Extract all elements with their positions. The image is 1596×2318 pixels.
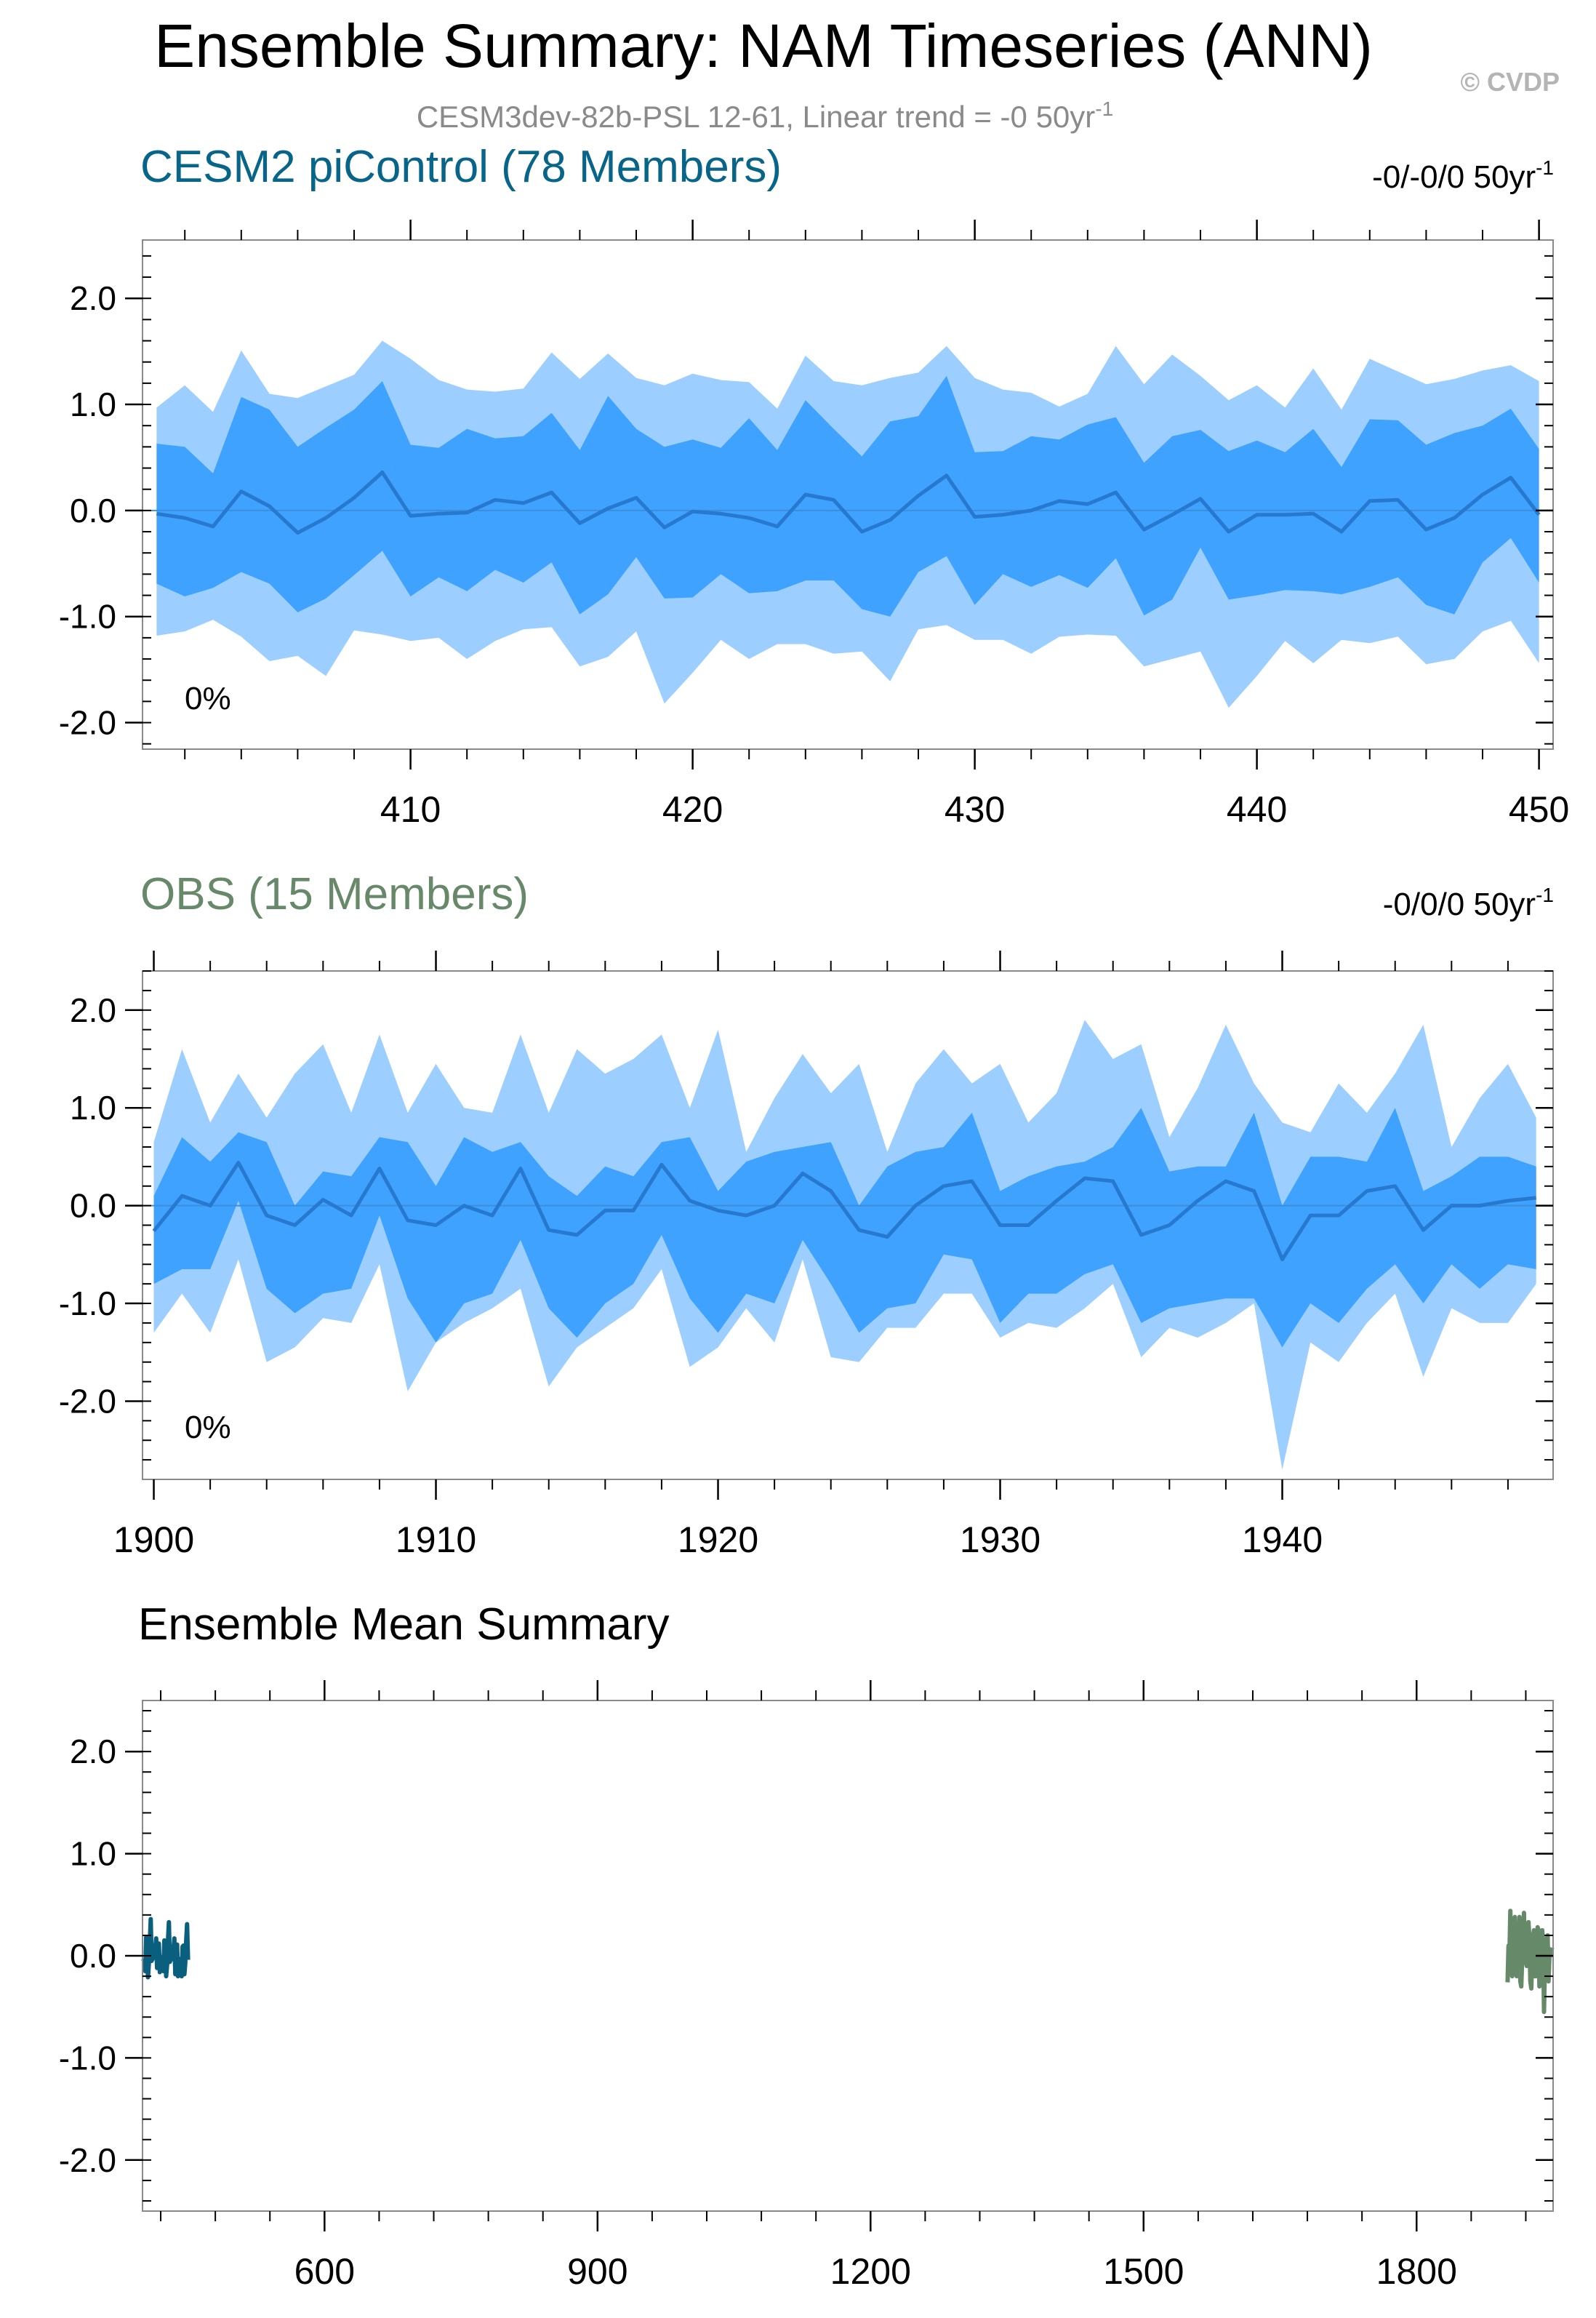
x-tick-label: 440	[1227, 789, 1287, 830]
panel-obs-trend-text: -0/0/0 50yr	[1383, 887, 1536, 922]
figure-title: Ensemble Summary: NAM Timeseries (ANN)	[154, 12, 1373, 80]
x-tick-label: 1200	[830, 2251, 911, 2292]
y-tick-label: 1.0	[70, 385, 116, 423]
x-tick-label: 600	[294, 2251, 355, 2292]
panel-obs-yaxis: 2.0 1.0 0.0 -1.0 -2.0	[59, 970, 1553, 1461]
x-tick-label: 410	[380, 789, 441, 830]
panel-ensmean: Ensemble Mean Summary 2.01.00.0-1.0-2.0 …	[59, 1599, 1555, 2292]
cesm-ensemble-mean-series	[141, 1917, 191, 1980]
y-tick-label: 1.0	[70, 1089, 116, 1127]
panel-cesm-trend-sup: -1	[1536, 156, 1554, 179]
x-tick-label: 1500	[1103, 2251, 1184, 2292]
panel-obs-trend: -0/0/0 50yr-1	[1383, 884, 1554, 922]
plot-frame	[142, 239, 1554, 750]
x-tick-label: 1920	[678, 1519, 758, 1560]
inner-band	[153, 1108, 1536, 1348]
x-tick-label: 1800	[1376, 2251, 1457, 2292]
y-tick-label: -2.0	[59, 704, 116, 742]
y-tick-label: -1.0	[59, 598, 116, 636]
panel-obs-plot	[142, 970, 1554, 1480]
x-tick-label: 1940	[1242, 1519, 1323, 1560]
panel-obs-title: OBS (15 Members)	[140, 869, 529, 919]
y-tick-label: 0.0	[70, 492, 116, 529]
x-tick-label: 1930	[960, 1519, 1040, 1560]
x-tick-label: 1910	[396, 1519, 476, 1560]
ensemble-mean-line	[156, 470, 1541, 535]
x-tick-label: 1900	[113, 1519, 194, 1560]
panel-ensmean-yaxis: 2.0 1.0 0.0 -1.0 -2.0	[59, 1710, 1553, 2202]
panel-cesm-xaxis: 410 420 430 440 450	[184, 220, 1569, 830]
x-tick-label: 450	[1509, 789, 1569, 830]
panel-cesm: CESM2 piControl (78 Members) -0/-0/0 50y…	[59, 142, 1570, 830]
figure-subtitle: CESM3dev-82b-PSL 12-61, Linear trend = -…	[417, 97, 1113, 134]
panel-ensmean-title: Ensemble Mean Summary	[138, 1599, 670, 1650]
panel-cesm-trend-text: -0/-0/0 50yr	[1372, 159, 1536, 195]
panel-cesm-plot	[142, 239, 1554, 750]
x-tick-label: 420	[662, 789, 723, 830]
y-tick-label: -1.0	[59, 1284, 116, 1322]
figure-subtitle-sup: -1	[1095, 97, 1113, 120]
y-tick-label: -2.0	[59, 2141, 116, 2179]
panel-cesm-yaxis: 2.0 1.0 0.0 -1.0 -2.0	[59, 255, 1553, 745]
y-tick-label: 1.0	[70, 1835, 116, 1873]
panel-ensmean-xaxis: 600 900 1200 1500 1800	[160, 1680, 1527, 2292]
watermark: © CVDP	[1460, 67, 1560, 97]
x-tick-label: 430	[945, 789, 1005, 830]
obs-ensemble-mean-series	[1505, 1909, 1555, 2015]
panel-obs-percent: 0%	[185, 1410, 231, 1445]
y-tick-label: -1.0	[59, 2039, 116, 2077]
x-tick-label: 900	[567, 2251, 627, 2292]
y-tick-label: 2.0	[70, 1732, 116, 1770]
panel-obs: OBS (15 Members) -0/0/0 50yr-1 2.0 1.0 0.0…	[59, 869, 1554, 1560]
y-tick-label: 0.0	[70, 1937, 116, 1975]
plot-frame	[142, 1700, 1554, 2212]
y-tick-label: -2.0	[59, 1382, 116, 1420]
y-tick-label: 2.0	[70, 279, 116, 317]
figure-subtitle-text: CESM3dev-82b-PSL 12-61, Linear trend = -…	[417, 100, 1095, 134]
y-tick-label: 2.0	[70, 991, 116, 1029]
panel-cesm-title: CESM2 piControl (78 Members)	[140, 142, 782, 192]
inner-band	[156, 375, 1539, 617]
panel-cesm-percent: 0%	[185, 681, 231, 716]
ensemble-mean-line	[152, 1161, 1536, 1261]
y-tick-label: 0.0	[70, 1187, 116, 1225]
panel-cesm-trend: -0/-0/0 50yr-1	[1372, 156, 1554, 195]
panel-obs-xaxis: 1900 1910 1920 1930 1940	[113, 951, 1509, 1560]
panel-obs-trend-sup: -1	[1536, 884, 1554, 906]
panel-ensmean-plot	[141, 1700, 1555, 2212]
